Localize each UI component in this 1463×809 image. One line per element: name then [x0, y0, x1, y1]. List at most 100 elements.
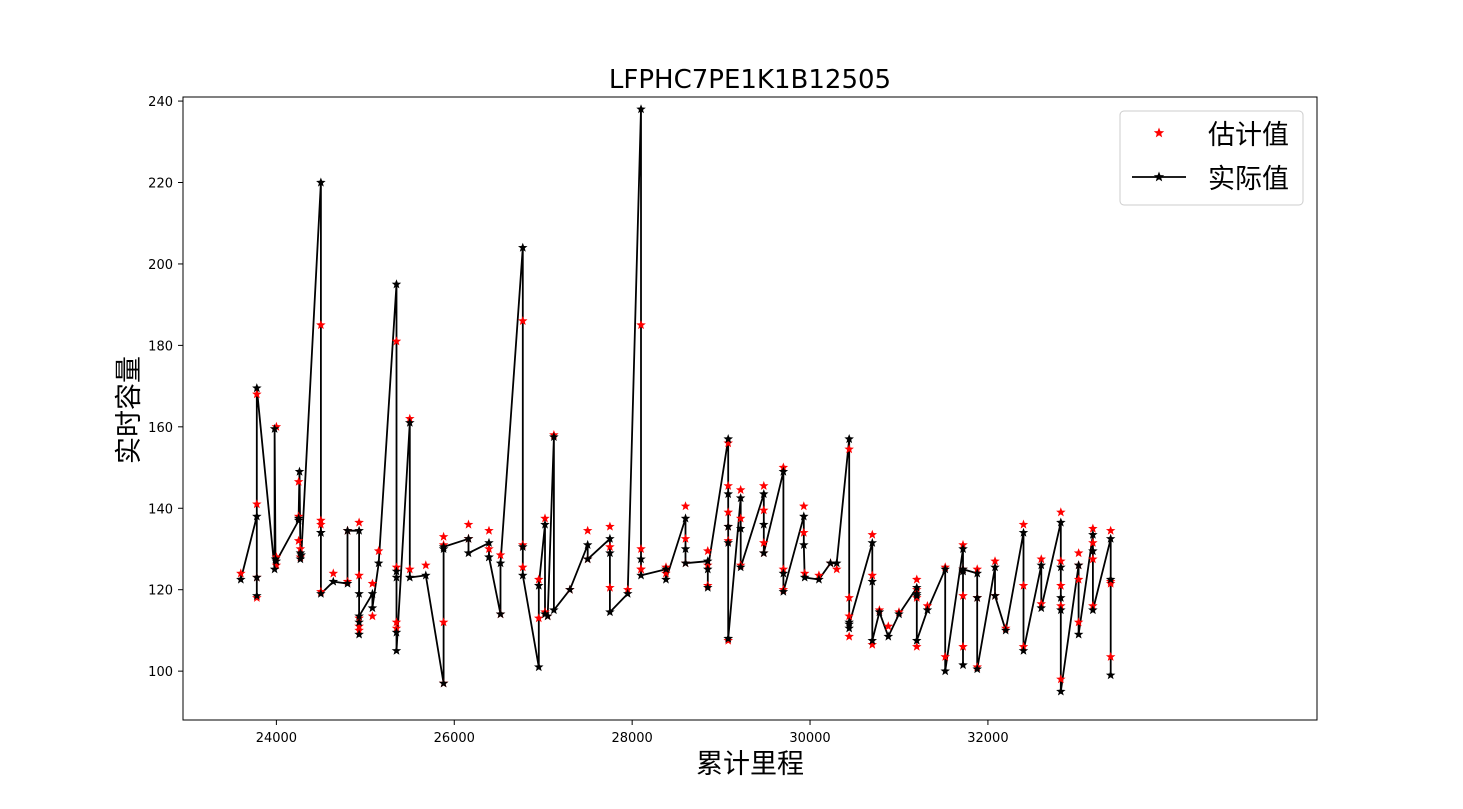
legend: 估计值 实际值: [1119, 110, 1304, 206]
estimate-point: [1018, 519, 1029, 529]
actual-point: [735, 523, 746, 533]
actual-point: [565, 584, 575, 594]
actual-point: [542, 611, 553, 621]
actual-point: [540, 609, 550, 619]
actual-point: [354, 588, 364, 598]
estimate-point: [844, 444, 854, 454]
actual-point: [391, 645, 402, 655]
estimate-point: [844, 631, 854, 641]
x-tick-label: 26000: [434, 731, 475, 746]
legend-estimate-star: [1153, 127, 1165, 138]
actual-point: [354, 629, 364, 639]
actual-point: [735, 562, 746, 572]
actual-point: [636, 104, 646, 114]
estimate-point: [1073, 548, 1084, 558]
actual-point: [832, 558, 842, 568]
actual-point: [605, 607, 615, 617]
actual-point: [972, 664, 982, 674]
actual-point: [958, 544, 968, 553]
actual-point: [912, 588, 922, 598]
estimate-point: [373, 546, 384, 556]
actual-point: [328, 576, 339, 586]
actual-point: [236, 574, 246, 584]
estimate-point: [735, 513, 746, 523]
actual-point: [894, 609, 904, 619]
estimate-point: [680, 501, 691, 511]
estimate-point: [867, 639, 877, 649]
actual-point: [1001, 625, 1011, 635]
estimate-point: [484, 544, 494, 553]
actual-point: [269, 423, 280, 433]
actual-point: [922, 605, 933, 615]
estimate-point: [391, 336, 402, 346]
actual-point: [316, 588, 326, 598]
actual-point: [549, 432, 559, 441]
legend-box: [1119, 110, 1304, 206]
actual-point: [1056, 686, 1066, 696]
estimate-point: [759, 537, 769, 547]
actual-point: [844, 623, 854, 633]
y-tick-label: 140: [148, 502, 173, 517]
actual-point: [354, 617, 364, 627]
estimate-point: [912, 641, 922, 651]
actual-point: [463, 548, 474, 558]
actual-point: [518, 570, 528, 580]
x-tick-label: 32000: [967, 731, 1008, 746]
actual-point: [759, 489, 769, 499]
estimate-point: [844, 592, 854, 602]
actual-point: [271, 556, 282, 566]
actual-point: [252, 590, 262, 600]
actual-point: [759, 519, 769, 529]
actual-point: [421, 570, 431, 580]
x-axis-label: 累计里程: [696, 749, 804, 780]
estimate-point: [328, 568, 339, 578]
actual-point: [958, 660, 968, 670]
actual-point: [814, 574, 824, 584]
actual-point: [484, 552, 494, 562]
estimate-point: [463, 519, 474, 529]
x-tick-label: 24000: [256, 731, 297, 746]
estimate-point: [799, 527, 809, 537]
actual-point: [778, 586, 789, 596]
actual-point: [252, 572, 262, 582]
actual-point: [294, 466, 305, 476]
actual-point: [703, 564, 713, 574]
estimate-point: [605, 582, 615, 592]
actual-point: [1036, 603, 1046, 613]
actual-point: [438, 678, 449, 688]
estimate-point: [391, 617, 402, 627]
legend-actual-label: 实际值: [1208, 164, 1289, 195]
legend-estimate-marker: [1153, 127, 1165, 138]
estimate-point: [958, 590, 968, 600]
actual-point: [534, 662, 544, 672]
actual-point: [354, 611, 364, 621]
estimate-point: [421, 560, 431, 570]
y-tick-label: 240: [148, 95, 173, 110]
estimate-point: [759, 480, 769, 490]
estimate-point: [1088, 554, 1098, 564]
estimate-point: [759, 505, 769, 515]
actual-point: [296, 550, 306, 560]
actual-point: [1056, 562, 1066, 572]
actual-point: [1105, 670, 1116, 680]
actual-point: [518, 541, 528, 551]
actual-point: [867, 576, 877, 586]
estimate-point: [582, 525, 593, 535]
actual-point: [778, 568, 789, 578]
y-axis-label: 实时容量: [114, 356, 145, 464]
actual-point: [867, 635, 877, 645]
actual-point: [1036, 560, 1046, 570]
estimate-point: [636, 320, 646, 330]
actual-point: [912, 635, 922, 645]
estimate-point: [271, 560, 282, 570]
estimate-point: [661, 568, 671, 578]
estimate-point: [680, 533, 691, 543]
actual-point: [1105, 533, 1116, 543]
estimate-point: [1056, 556, 1066, 566]
estimate-point: [1073, 617, 1084, 627]
estimate-point: [723, 480, 733, 490]
estimate-point: [354, 621, 364, 631]
actual-point: [1088, 546, 1098, 556]
actual-point: [661, 574, 671, 584]
